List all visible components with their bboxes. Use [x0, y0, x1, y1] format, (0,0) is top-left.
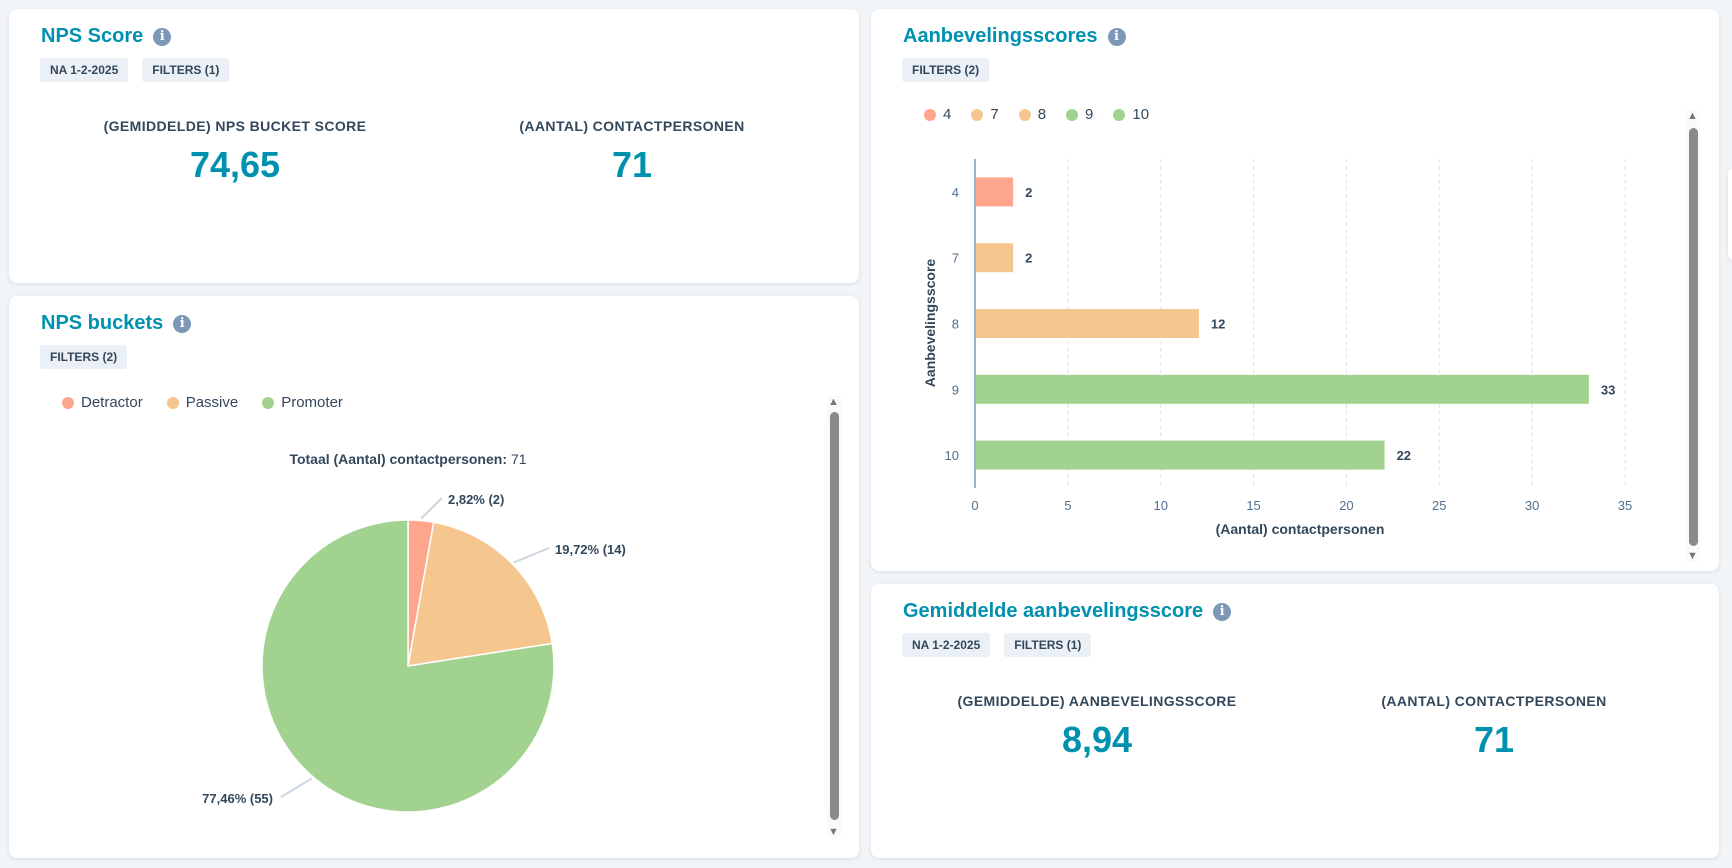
legend-item-10[interactable]: 10	[1113, 106, 1149, 123]
chart-scrollbar[interactable]: ▲ ▼	[1686, 110, 1700, 562]
legend-dot	[1066, 108, 1079, 121]
info-icon[interactable]: i	[1213, 602, 1232, 621]
legend-item-passive[interactable]: Passive	[166, 394, 238, 411]
filters-chip[interactable]: FILTERS (1)	[142, 58, 230, 82]
scroll-down-icon[interactable]: ▼	[1687, 550, 1698, 562]
legend-dot	[924, 108, 936, 121]
legend-dot	[1018, 108, 1031, 121]
info-icon[interactable]: i	[153, 27, 172, 46]
gemiddelde-aanbevelingsscore-card: Gemiddelde aanbevelingsscore i NA 1-2-202…	[871, 584, 1719, 858]
filters-chip[interactable]: FILTERS (2)	[902, 58, 990, 82]
chart-scrollbar[interactable]: ▲ ▼	[827, 396, 841, 838]
filters-chip[interactable]: FILTERS (2)	[40, 345, 128, 369]
legend-dot	[1113, 108, 1126, 121]
bar-legend: 4 7 8 9 10	[924, 106, 1149, 123]
aanbevelingsscores-title: Aanbevelingsscores i	[903, 25, 1126, 48]
legend-dot	[971, 108, 984, 121]
scrollbar-thumb[interactable]	[1689, 128, 1698, 546]
nps-buckets-title: NPS buckets i	[41, 312, 192, 335]
pie-legend: Detractor Passive Promoter	[62, 394, 343, 411]
nps-score-title: NPS Score i	[41, 25, 172, 48]
scroll-down-icon[interactable]: ▼	[828, 826, 839, 838]
info-icon[interactable]: i	[1107, 27, 1126, 46]
info-icon[interactable]: i	[173, 314, 192, 333]
legend-dot	[166, 396, 179, 409]
scroll-up-icon[interactable]: ▲	[828, 396, 839, 408]
kpi-gemiddelde-aanbevelingsscore: (GEMIDDELDE) AANBEVELINGSSCORE 8,94	[957, 693, 1237, 760]
gemiddelde-title: Gemiddelde aanbevelingsscore i	[903, 600, 1232, 623]
legend-item-detractor[interactable]: Detractor	[62, 394, 143, 411]
kpi-contactpersonen: (AANTAL) CONTACTPERSONEN 71	[519, 118, 745, 185]
legend-item-7[interactable]: 7	[971, 106, 999, 123]
nps-buckets-card: NPS buckets i FILTERS (2) Detractor Passi…	[9, 296, 859, 858]
legend-item-promoter[interactable]: Promoter	[262, 394, 343, 411]
legend-dot	[262, 396, 275, 409]
aanbevelingsscores-card: Aanbevelingsscores i FILTERS (2) 4 7 8 9 …	[871, 9, 1719, 571]
scrollbar-thumb[interactable]	[830, 412, 839, 820]
side-panel-edge	[1728, 168, 1732, 260]
kpi-nps-bucket-score: (GEMIDDELDE) NPS BUCKET SCORE 74,65	[103, 118, 367, 185]
date-filter-chip[interactable]: NA 1-2-2025	[40, 58, 129, 82]
nps-score-card: NPS Score i NA 1-2-2025 FILTERS (1) (GEMI…	[9, 9, 859, 283]
legend-item-9[interactable]: 9	[1066, 106, 1093, 123]
date-filter-chip[interactable]: NA 1-2-2025	[902, 633, 991, 657]
legend-item-4[interactable]: 4	[924, 106, 951, 123]
scroll-up-icon[interactable]: ▲	[1687, 110, 1698, 122]
filters-chip[interactable]: FILTERS (1)	[1004, 633, 1092, 657]
kpi-contactpersonen: (AANTAL) CONTACTPERSONEN 71	[1381, 693, 1607, 760]
legend-dot	[62, 396, 74, 409]
legend-item-8[interactable]: 8	[1018, 106, 1046, 123]
